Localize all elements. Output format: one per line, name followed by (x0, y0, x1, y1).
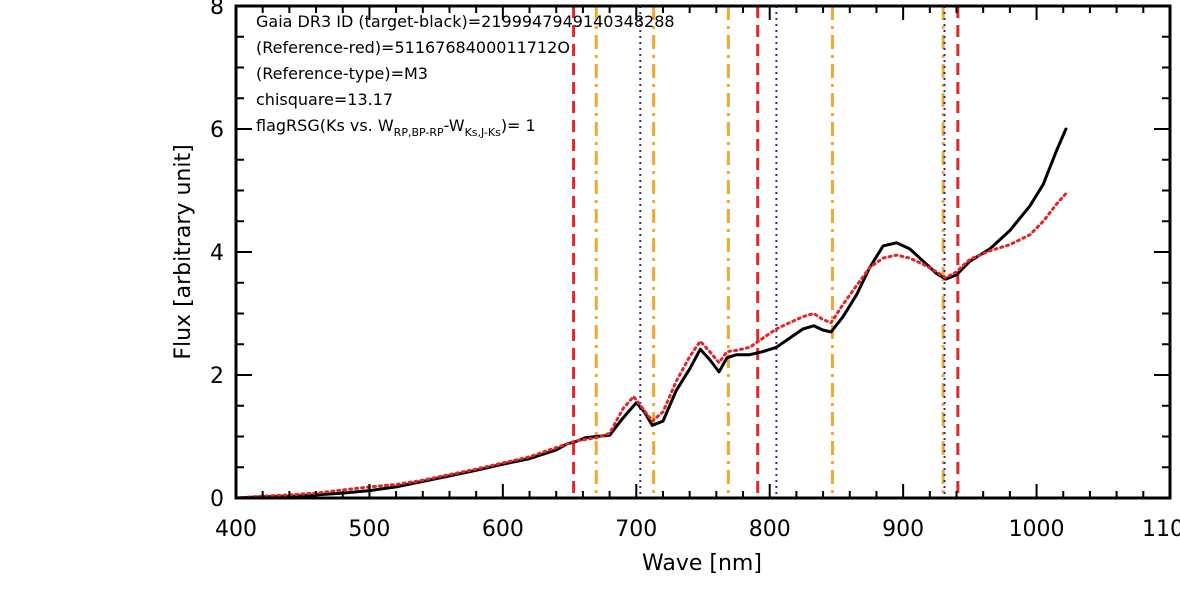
y-tick-label: 8 (210, 0, 224, 20)
x-tick-label: 800 (749, 517, 791, 542)
x-tick-label: 1000 (1009, 517, 1065, 542)
y-tick-label: 6 (210, 118, 224, 143)
y-tick-label: 4 (210, 241, 224, 266)
x-tick-label: 700 (615, 517, 657, 542)
annotation-target-id: Gaia DR3 ID (target-black)=2199947949140… (256, 12, 675, 31)
annotation-reference-type: (Reference-type)=M3 (256, 64, 428, 83)
x-axis-title: Wave [nm] (642, 551, 762, 576)
flag-subscript-1: RP,BP-RP (394, 126, 444, 139)
x-tick-label: 500 (348, 517, 390, 542)
annotation-reference-id: (Reference-red)=5116768400011712O (256, 38, 570, 57)
annotation-chisquare: chisquare=13.17 (256, 90, 393, 109)
y-tick-label: 2 (210, 364, 224, 389)
vertical-marker-lines (572, 6, 960, 498)
annotation-flag-rsg: flagRSG(Ks vs. WRP,BP-RP-WKs,J-Ks)= 1 (256, 116, 536, 139)
annotation-block: Gaia DR3 ID (target-black)=2199947949140… (256, 12, 675, 139)
flag-subscript-2: Ks,J-Ks (465, 126, 501, 139)
x-tick-label: 900 (882, 517, 924, 542)
target-spectrum-line (234, 127, 1068, 500)
flag-prefix: flagRSG(Ks vs. W (256, 116, 394, 135)
y-tick-label: 0 (210, 487, 224, 512)
data-series (234, 127, 1068, 500)
x-tick-label: 400 (215, 517, 257, 542)
flag-suffix: )= 1 (501, 116, 536, 135)
reference-spectrum-line (234, 192, 1068, 500)
x-tick-label: 600 (482, 517, 524, 542)
y-axis-title: Flux [arbitrary unit] (171, 144, 196, 359)
flag-mid: -W (444, 116, 465, 135)
